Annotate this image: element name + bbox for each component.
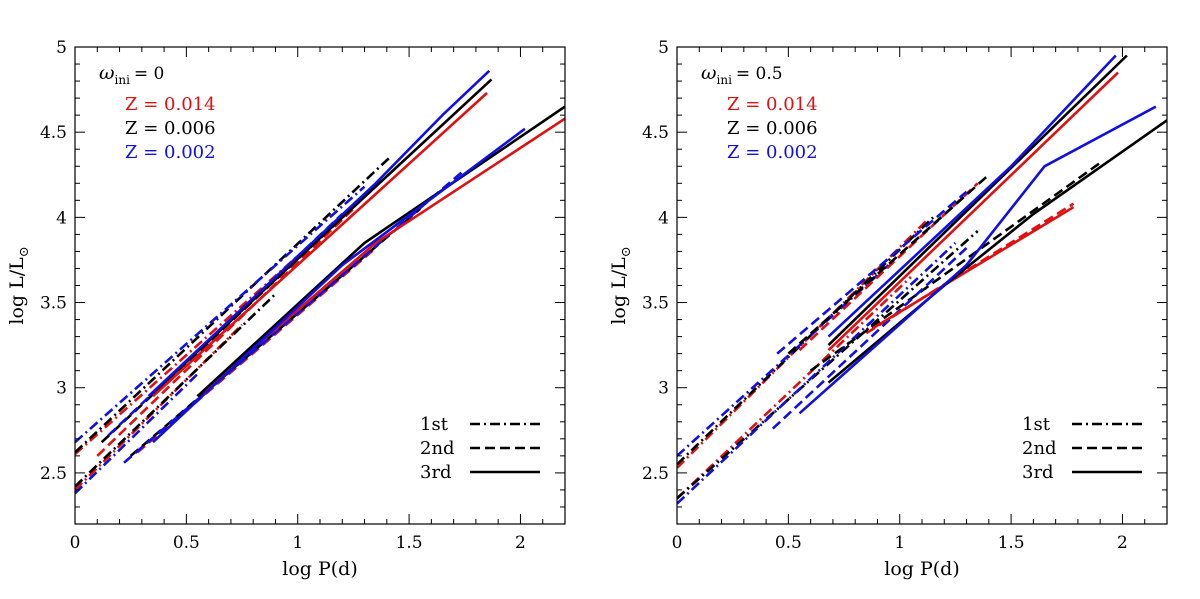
- series-line: [96, 207, 355, 457]
- series-line: [75, 185, 366, 444]
- series-line: [872, 205, 1075, 330]
- y-tick-label: 5: [56, 38, 67, 58]
- series-line: [147, 69, 491, 398]
- series-line: [75, 323, 243, 491]
- x-tick-label: 1.5: [396, 533, 423, 553]
- series-line: [152, 127, 526, 444]
- y-tick-label: 3: [56, 379, 67, 399]
- series-line: [75, 293, 277, 488]
- series-line: [677, 241, 957, 505]
- series-line: [152, 92, 488, 398]
- panel-right: 0 0.5 1 1.5 2 2.5 3 3.5 4 4.5 5 log P(d) log L/L⊙ ωin…: [608, 38, 1168, 580]
- x-tick-label: 1: [292, 533, 303, 553]
- panel-left: 0 0.5 1 1.5 2 2.5 3 3.5 4 4.5 5 log P(d) log L/L⊙ ωin…: [6, 38, 566, 580]
- z-label: Z = 0.014: [727, 94, 818, 115]
- y-tick-label: 3: [658, 379, 669, 399]
- series-line: [677, 264, 890, 457]
- series-line: [196, 105, 565, 398]
- series-line: [677, 276, 912, 500]
- series-line: [677, 230, 979, 500]
- omega-symbol: ω: [701, 62, 717, 84]
- z-label: Z = 0.002: [125, 142, 216, 163]
- y-axis-label: log L/L⊙: [608, 246, 634, 324]
- z-label: Z = 0.014: [125, 94, 216, 115]
- series-line: [776, 190, 968, 355]
- y-tick-label: 4: [56, 208, 67, 228]
- z-label: Z = 0.002: [727, 142, 818, 163]
- y-axis-label-text: log L/L: [608, 257, 630, 325]
- series-line: [129, 207, 422, 457]
- y-tick-label: 4: [658, 208, 669, 228]
- x-tick-label: 1: [894, 533, 905, 553]
- series-line: [75, 373, 199, 495]
- z-label: Z = 0.006: [125, 118, 216, 139]
- y-tick-label: 4.5: [40, 123, 67, 143]
- x-axis-label: log P(d): [282, 558, 358, 580]
- series-line: [107, 213, 344, 437]
- series-line: [809, 161, 1101, 372]
- x-tick-label: 2: [515, 533, 526, 553]
- legend-label: 3rd: [420, 462, 452, 483]
- series-line: [75, 155, 393, 454]
- omega-value: = 0: [134, 64, 164, 84]
- legend-label: 3rd: [1022, 462, 1054, 483]
- omega-label: ωini = 0: [99, 62, 164, 87]
- x-tick-label: 2: [1117, 533, 1128, 553]
- omega-value: = 0.5: [736, 64, 783, 84]
- series-line: [827, 119, 1167, 384]
- series-line: [798, 105, 1157, 415]
- omega-subscript: ini: [717, 73, 733, 87]
- y-tick-label: 2.5: [642, 464, 669, 484]
- legend-label: 2nd: [1022, 438, 1057, 459]
- x-axis-label: log P(d): [884, 558, 960, 580]
- x-tick-label: 0: [70, 533, 81, 553]
- x-tick-label: 1.5: [998, 533, 1025, 553]
- omega-subscript: ini: [115, 73, 131, 87]
- legend-label: 1st: [1022, 414, 1051, 435]
- y-tick-label: 4.5: [642, 123, 669, 143]
- series-line: [827, 54, 1117, 338]
- series-line: [827, 71, 1119, 352]
- series-group: [677, 54, 1167, 505]
- x-tick-label: 0.5: [775, 533, 802, 553]
- y-axis-label-text: log L/L: [6, 257, 28, 325]
- y-tick-label: 3.5: [642, 294, 669, 314]
- omega-symbol: ω: [99, 62, 115, 84]
- y-axis-label: log L/L⊙: [6, 246, 32, 324]
- legend-label: 1st: [420, 414, 449, 435]
- z-label: Z = 0.006: [727, 118, 818, 139]
- series-group: [75, 69, 565, 495]
- sun-symbol: ⊙: [17, 246, 32, 257]
- x-tick-label: 0.5: [173, 533, 200, 553]
- series-line: [827, 54, 1128, 347]
- sun-symbol: ⊙: [619, 246, 634, 257]
- legend-label: 2nd: [420, 438, 455, 459]
- y-tick-label: 5: [658, 38, 669, 58]
- y-tick-label: 3.5: [40, 294, 67, 314]
- omega-label: ωini = 0.5: [701, 62, 783, 87]
- y-tick-label: 2.5: [40, 464, 67, 484]
- x-tick-label: 0: [672, 533, 683, 553]
